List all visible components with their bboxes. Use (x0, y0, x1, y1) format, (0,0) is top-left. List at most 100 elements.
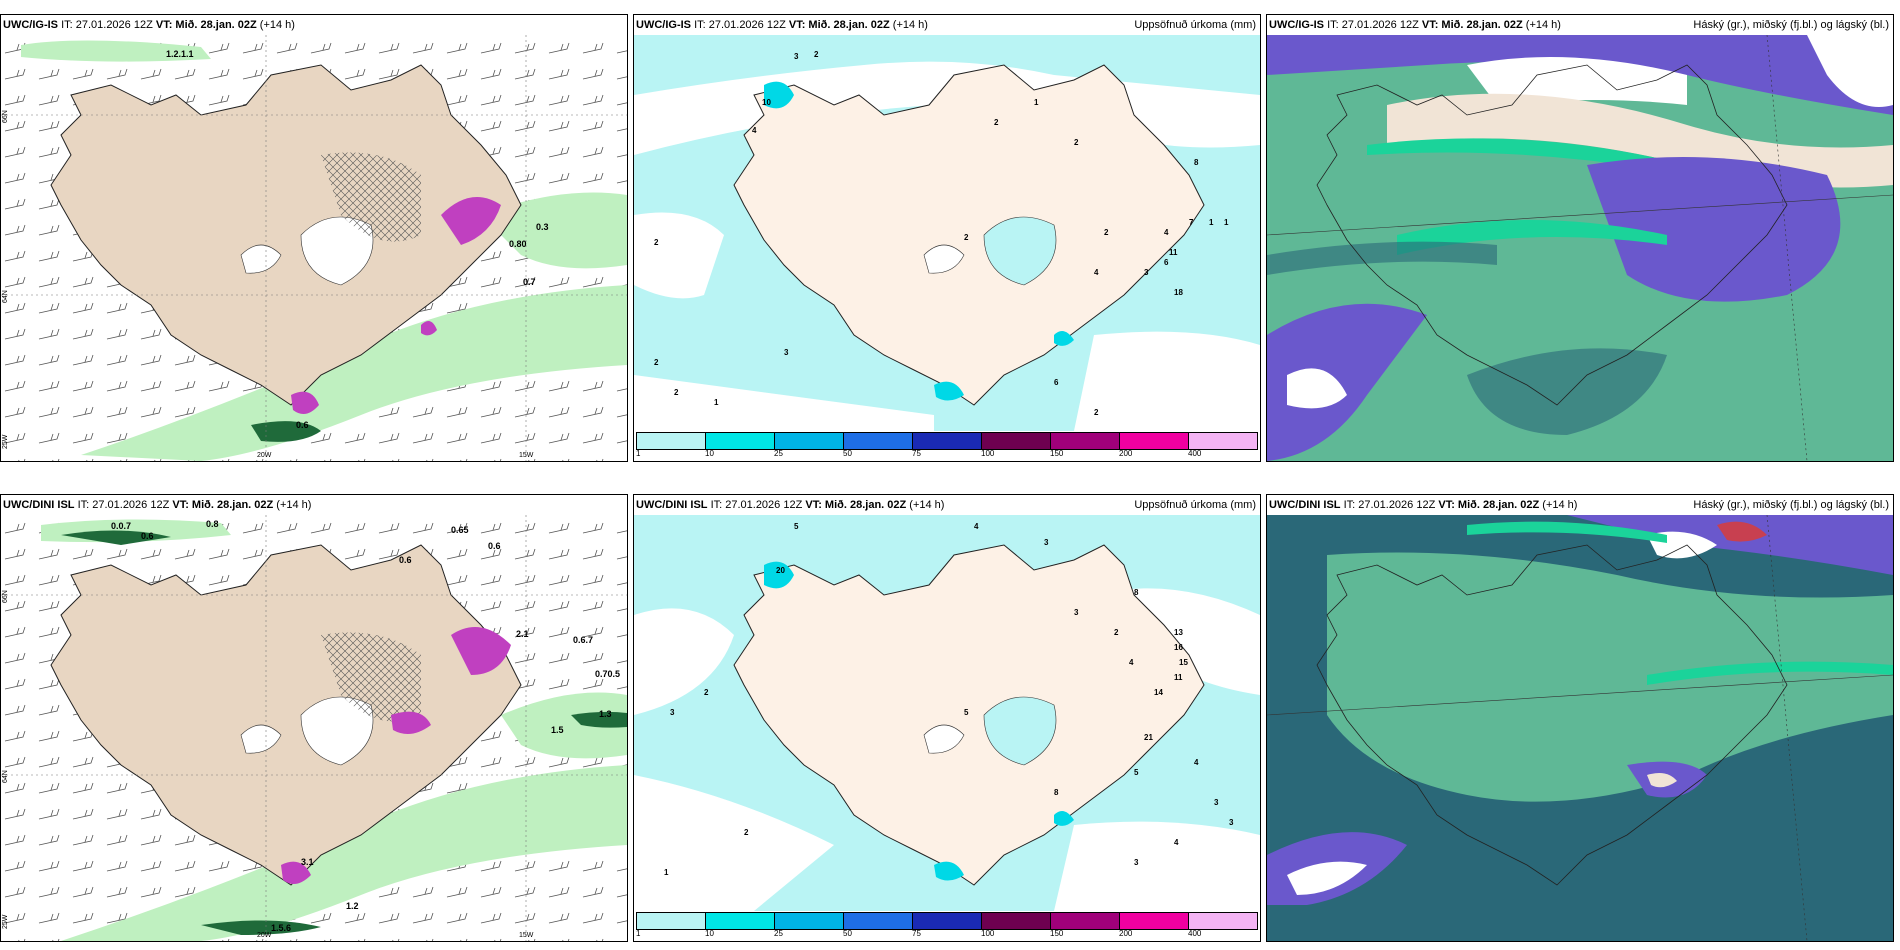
precip-label: 1 (714, 398, 719, 407)
panel-title: UWC/IG-IS IT: 27.01.2026 12Z VT: Mið. 28… (3, 19, 295, 32)
init-time: IT: 27.01.2026 12Z (1343, 499, 1436, 511)
precip-label: 2 (674, 388, 679, 397)
wind-label: 1.2 (346, 901, 359, 911)
precip-label: 8 (1134, 588, 1139, 597)
precip-colorbar: 1 10 25 50 75 100 150 200 400 (634, 431, 1260, 461)
precip-label: 3 (784, 348, 789, 357)
model-name: UWC/DINI ISL (1269, 499, 1341, 511)
colorbar-swatches (636, 912, 1258, 930)
vt-label: VT: (788, 19, 806, 31)
precip-label: 1 (1224, 218, 1229, 227)
panel-ig-cloud: UWC/IG-IS IT: 27.01.2026 12Z VT: Mið. 28… (1266, 14, 1894, 462)
precip-label: 3 (1144, 268, 1149, 277)
wind-label: 1.3 (599, 709, 612, 719)
panel-ig-precip: UWC/IG-IS IT: 27.01.2026 12Z VT: Mið. 28… (633, 14, 1261, 462)
colorbar-swatch (1189, 913, 1257, 929)
panel-ig-wind: UWC/IG-IS IT: 27.01.2026 12Z VT: Mið. 28… (0, 14, 628, 462)
lead-time: (+14 h) (1525, 19, 1561, 31)
colorbar-swatch (775, 913, 844, 929)
valid-time: Mið. 28.jan. 02Z (1441, 19, 1523, 31)
panel-title: UWC/IG-IS IT: 27.01.2026 12Z VT: Mið. 28… (636, 19, 928, 32)
model-name: UWC/DINI ISL (636, 499, 708, 511)
precip-label: 1 (1209, 218, 1214, 227)
colorbar-swatch (637, 433, 706, 449)
precip-label: 2 (1104, 228, 1109, 237)
lat-label: 64N (2, 290, 9, 303)
valid-time: Mið. 28.jan. 02Z (808, 19, 890, 31)
iceland-landmass (50, 544, 522, 886)
vt-label: VT: (805, 499, 822, 511)
iceland-outline (1316, 544, 1788, 886)
lon-label: 25W (2, 914, 9, 929)
colorbar-swatch (1120, 913, 1189, 929)
colorbar-swatch (982, 913, 1051, 929)
wind-label: 0.6 (399, 555, 412, 565)
iceland-landmass (733, 544, 1205, 886)
wind-map: 1.2.1.1 0.6 0.80 0.3 0.7 66N 64N 25W 20W… (1, 35, 627, 461)
precip-label: 18 (1174, 288, 1183, 297)
precip-label: 2 (1074, 138, 1079, 147)
panel-title: UWC/DINI ISL IT: 27.01.2026 12Z VT: Mið.… (3, 499, 311, 512)
valid-time: Mið. 28.jan. 02Z (175, 19, 257, 31)
colorbar-swatch (637, 913, 706, 929)
colorbar-tick: 50 (843, 449, 852, 458)
precip-label: 1 (1034, 98, 1039, 107)
precip-label: 13 (1174, 628, 1183, 637)
precip-label: 5 (1134, 768, 1139, 777)
colorbar-tick: 100 (981, 449, 995, 458)
lead-time: (+14 h) (1542, 499, 1578, 511)
precip-label: 14 (1154, 688, 1163, 697)
wind-label: 0.0.7 (111, 521, 131, 531)
lon-label: 20W (257, 452, 272, 459)
colorbar-tick: 400 (1188, 449, 1202, 458)
precip-label: 4 (752, 126, 757, 135)
lat-label: 66N (2, 110, 9, 123)
init-time: IT: 27.01.2026 12Z (710, 499, 803, 511)
panel-dini-wind: UWC/DINI ISL IT: 27.01.2026 12Z VT: Mið.… (0, 494, 628, 942)
colorbar-tick: 75 (912, 929, 921, 938)
model-name: UWC/IG-IS (636, 19, 691, 31)
lead-time: (+14 h) (892, 19, 928, 31)
wind-label: 2.1 (516, 629, 529, 639)
wind-label: 1.2.1.1 (166, 49, 194, 59)
panel-title: UWC/DINI ISL IT: 27.01.2026 12Z VT: Mið.… (636, 499, 944, 512)
colorbar-tick: 25 (774, 929, 783, 938)
vt-label: VT: (155, 19, 173, 31)
wind-label: 0.6 (141, 531, 154, 541)
valid-time: Mið. 28.jan. 02Z (1457, 499, 1540, 511)
precip-label: 4 (1094, 268, 1099, 277)
wind-label: 0.3 (536, 222, 549, 232)
field-title: Háský (gr.), miðský (fj.bl.) og lágský (… (1693, 499, 1889, 511)
precip-label: 3 (1134, 858, 1139, 867)
field-title: Háský (gr.), miðský (fj.bl.) og lágský (… (1693, 19, 1889, 31)
colorbar-swatch (844, 433, 913, 449)
precip-label: 3 (1044, 538, 1049, 547)
wind-label: 0.8 (206, 519, 219, 529)
colorbar-tick: 100 (981, 929, 995, 938)
precip-label: 3 (1214, 798, 1219, 807)
colorbar-tick: 75 (912, 449, 921, 458)
lon-label: 15W (519, 932, 534, 939)
precip-label: 11 (1169, 248, 1178, 257)
panel-title: UWC/DINI ISL IT: 27.01.2026 12Z VT: Mið.… (1269, 499, 1577, 512)
colorbar-swatch (706, 913, 775, 929)
colorbar-tick: 200 (1119, 449, 1133, 458)
precip-label: 2 (964, 233, 969, 242)
colorbar-swatches (636, 432, 1258, 450)
wind-label: 1.5.6 (271, 923, 291, 933)
model-name: UWC/IG-IS (3, 19, 58, 31)
colorbar-swatch (913, 433, 982, 449)
model-name: UWC/IG-IS (1269, 19, 1324, 31)
field-title: Uppsöfnuð úrkoma (mm) (1134, 499, 1256, 511)
precip-label: 3 (670, 708, 675, 717)
wind-label: 0.6 (296, 420, 309, 430)
init-time: IT: 27.01.2026 12Z (61, 19, 153, 31)
vt-label: VT: (1438, 499, 1455, 511)
lon-label: 25W (2, 434, 9, 449)
lead-time: (+14 h) (276, 499, 312, 511)
colorbar-tick: 10 (705, 929, 714, 938)
wind-label: 0.6.7 (573, 635, 593, 645)
iceland-landmass (50, 64, 522, 414)
colorbar-tick: 150 (1050, 929, 1064, 938)
lon-label: 20W (257, 932, 272, 939)
